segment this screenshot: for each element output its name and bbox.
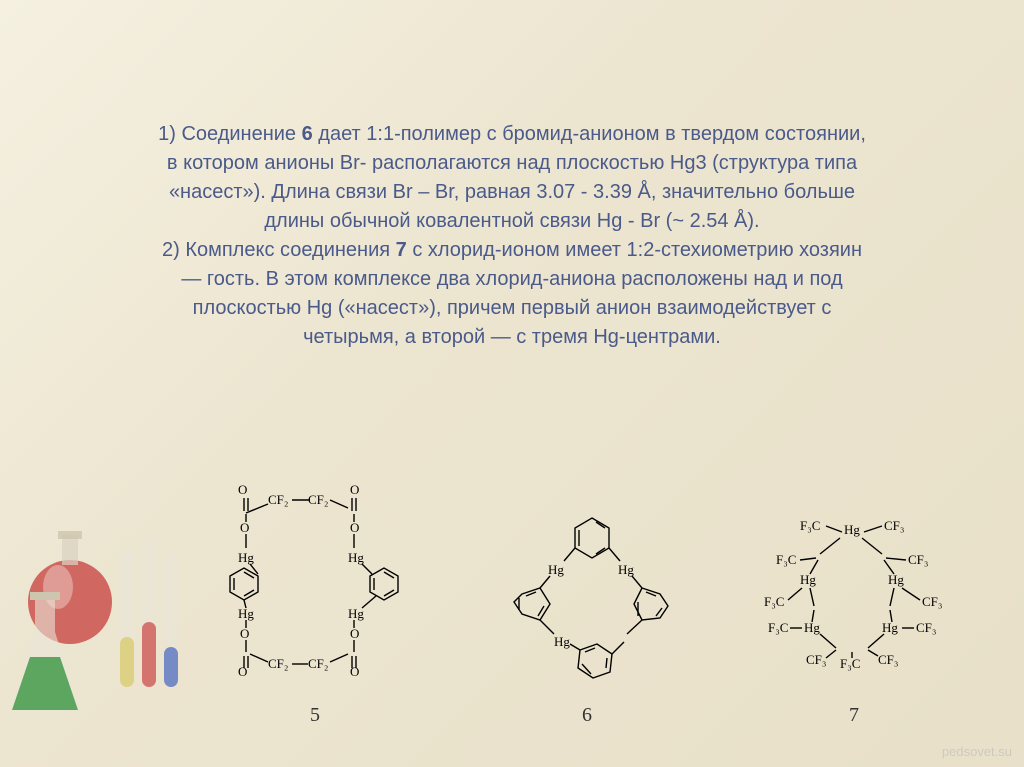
text-line-5: 2) Комплекс соединения 7 с хлорид-ионом … [70, 236, 954, 265]
text-frag: 2) Комплекс соединения [162, 239, 396, 261]
svg-text:Hg: Hg [348, 550, 364, 565]
svg-text:CF₃: CF₃ [806, 652, 826, 667]
svg-text:Hg: Hg [548, 562, 564, 577]
structures-row: O CF₂ CF₂ O O O Hg Hg [200, 476, 964, 727]
text-line-4: длины обычной ковалентной связи Hg - Br … [70, 207, 954, 236]
svg-text:CF₃: CF₃ [922, 594, 942, 609]
slide-body-text: 1) Соединение 6 дает 1:1-полимер с броми… [70, 120, 954, 352]
svg-text:O: O [240, 520, 249, 535]
svg-text:Hg: Hg [348, 606, 364, 621]
svg-text:Hg: Hg [888, 572, 904, 587]
text-frag: 1) Соединение [158, 123, 302, 145]
svg-text:CF₃: CF₃ [878, 652, 898, 667]
compound-number: 7 [396, 239, 407, 261]
structure-6-svg: Hg Hg Hg [492, 506, 682, 696]
svg-text:F₃C: F₃C [764, 594, 784, 609]
structure-5-svg: O CF₂ CF₂ O O O Hg Hg [200, 476, 430, 696]
svg-text:CF₂: CF₂ [268, 656, 288, 671]
svg-text:CF₃: CF₃ [884, 518, 904, 533]
svg-text:CF₂: CF₂ [308, 492, 328, 507]
text-line-1: 1) Соединение 6 дает 1:1-полимер с броми… [70, 120, 954, 149]
text-line-2: в котором анионы Br- располагаются над п… [70, 149, 954, 178]
svg-text:Hg: Hg [238, 606, 254, 621]
svg-text:O: O [350, 520, 359, 535]
structure-7: Hg F₃C CF₃ F₃C CF₃ Hg Hg F₃C CF₃ [744, 506, 964, 727]
svg-text:O: O [350, 626, 359, 641]
text-frag: с хлорид-ионом имеет 1:2-стехиометрию хо… [407, 239, 862, 261]
compound-number: 6 [302, 123, 313, 145]
svg-text:Hg: Hg [618, 562, 634, 577]
text-frag: дает 1:1-полимер с бромид-анионом в твер… [313, 123, 866, 145]
text-line-8: четырьмя, а второй — с тремя Hg-центрами… [70, 323, 954, 352]
svg-text:O: O [238, 482, 247, 497]
text-line-3: «насест»). Длина связи Br – Br, равная 3… [70, 178, 954, 207]
svg-text:CF₃: CF₃ [916, 620, 936, 635]
round-flask-red-icon [10, 527, 130, 647]
svg-text:CF₃: CF₃ [908, 552, 928, 567]
svg-text:O: O [240, 626, 249, 641]
svg-text:Hg: Hg [238, 550, 254, 565]
erlenmeyer-flask-green-icon [0, 587, 90, 727]
text-line-6: — гость. В этом комплексе два хлорид-ани… [70, 265, 954, 294]
watermark-text: pedsovet.su [942, 744, 1012, 759]
svg-text:F₃C: F₃C [776, 552, 796, 567]
text-line-7: плоскостью Hg («насест»), причем первый … [70, 294, 954, 323]
structure-7-label: 7 [849, 704, 859, 727]
svg-text:O: O [238, 664, 247, 679]
svg-text:O: O [350, 482, 359, 497]
test-tubes-icon [110, 527, 190, 707]
svg-text:CF₂: CF₂ [268, 492, 288, 507]
svg-text:F₃C: F₃C [840, 656, 860, 671]
structure-5: O CF₂ CF₂ O O O Hg Hg [200, 476, 430, 727]
svg-text:Hg: Hg [800, 572, 816, 587]
structure-6-label: 6 [582, 704, 592, 727]
svg-text:Hg: Hg [844, 522, 860, 537]
svg-text:Hg: Hg [882, 620, 898, 635]
structure-6: Hg Hg Hg [492, 506, 682, 727]
svg-text:F₃C: F₃C [768, 620, 788, 635]
svg-text:Hg: Hg [804, 620, 820, 635]
structure-7-svg: Hg F₃C CF₃ F₃C CF₃ Hg Hg F₃C CF₃ [744, 506, 964, 696]
svg-text:CF₂: CF₂ [308, 656, 328, 671]
svg-text:F₃C: F₃C [800, 518, 820, 533]
structure-5-label: 5 [310, 704, 320, 727]
svg-text:Hg: Hg [554, 634, 570, 649]
